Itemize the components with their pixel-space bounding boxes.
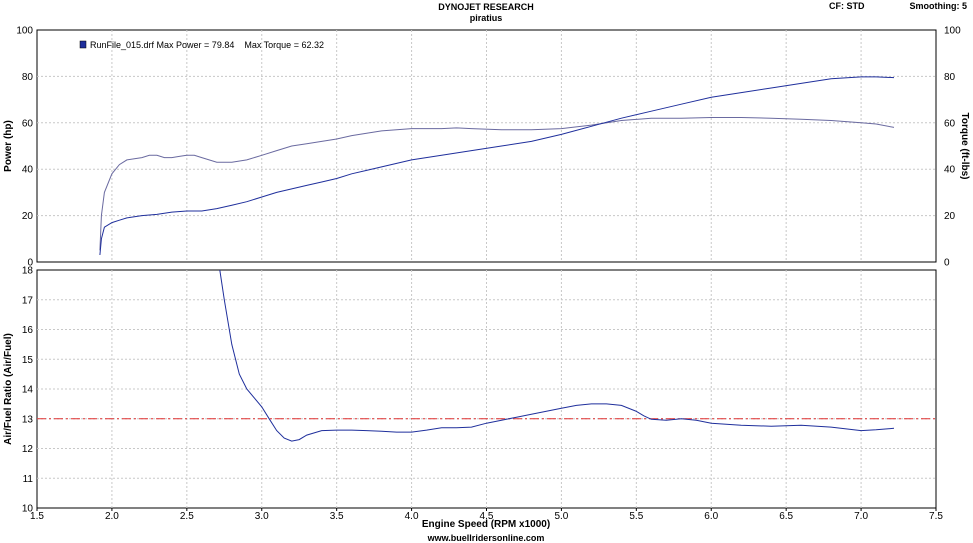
x-tick-label: 6.5	[779, 511, 793, 522]
cf-label: CF: STD	[829, 1, 865, 11]
power-tick-label: 0	[27, 258, 33, 269]
smoothing-label: Smoothing: 5	[910, 1, 968, 11]
torque-tick-label: 80	[944, 72, 956, 83]
torque-tick-label: 20	[944, 211, 956, 222]
air-fuel-tick-label: 13	[22, 414, 34, 425]
air-fuel-tick-label: 16	[22, 325, 34, 336]
power-torque-grid	[37, 30, 936, 262]
air-fuel-tick-labels: 10 11 12 13 14 15 16 17 18	[22, 266, 34, 515]
x-tick-label: 4.0	[405, 511, 419, 522]
x-tick-label: 3.0	[255, 511, 269, 522]
chart-title: DYNOJET RESEARCH	[438, 2, 534, 12]
torque-tick-label: 40	[944, 165, 956, 176]
air-fuel-tick-label: 17	[22, 295, 34, 306]
site-watermark: www.buellridersonline.com	[427, 533, 545, 543]
air-fuel-tick-label: 10	[22, 504, 34, 515]
power-tick-label: 40	[22, 165, 34, 176]
torque-tick-label: 60	[944, 118, 956, 129]
air-fuel-tick-label: 11	[23, 474, 34, 485]
air-fuel-series-line	[219, 269, 895, 442]
x-tick-label: 2.5	[180, 511, 194, 522]
power-tick-label: 20	[22, 211, 34, 222]
power-torque-tick-labels: 0 20 40 60 80 100 0 20 40 60 80 100	[16, 26, 961, 269]
rpm-axis-label: Engine Speed (RPM x1000)	[422, 519, 550, 530]
x-tick-label: 3.5	[330, 511, 344, 522]
power-tick-label: 80	[22, 72, 34, 83]
torque-axis-label: Torque (ft-lbs)	[959, 112, 970, 179]
power-tick-label: 100	[16, 26, 33, 37]
air-fuel-tick-label: 14	[22, 385, 34, 396]
air-fuel-axis-label: Air/Fuel Ratio (Air/Fuel)	[3, 333, 14, 445]
chart-subtitle: piratius	[470, 13, 503, 23]
x-tick-label: 2.0	[105, 511, 119, 522]
power-tick-label: 60	[22, 118, 34, 129]
x-tick-label: 4.5	[480, 511, 494, 522]
torque-series-line	[99, 117, 895, 251]
air-fuel-tick-label: 18	[22, 266, 34, 277]
x-tick-label: 5.5	[629, 511, 643, 522]
legend-swatch	[79, 40, 87, 49]
x-tick-label: 1.5	[30, 511, 44, 522]
x-tick-label: 7.5	[929, 511, 943, 522]
power-series-line	[99, 76, 895, 256]
x-tick-label: 7.0	[854, 511, 868, 522]
x-tick-label: 5.0	[554, 511, 568, 522]
air-fuel-tick-label: 12	[22, 444, 34, 455]
air-fuel-tick-label: 15	[22, 355, 34, 366]
rpm-tick-labels: 1.5 2.0 2.5 3.0 3.5 4.0 4.5 5.0 5.5 6.0 6.5 7.0 7.5	[30, 508, 943, 522]
legend-text: RunFile_015.drf Max Power = 79.84 Max To…	[90, 40, 324, 50]
torque-tick-label: 0	[944, 258, 950, 269]
torque-tick-label: 100	[944, 26, 961, 37]
power-axis-label: Power (hp)	[3, 120, 14, 172]
x-tick-label: 6.0	[704, 511, 718, 522]
